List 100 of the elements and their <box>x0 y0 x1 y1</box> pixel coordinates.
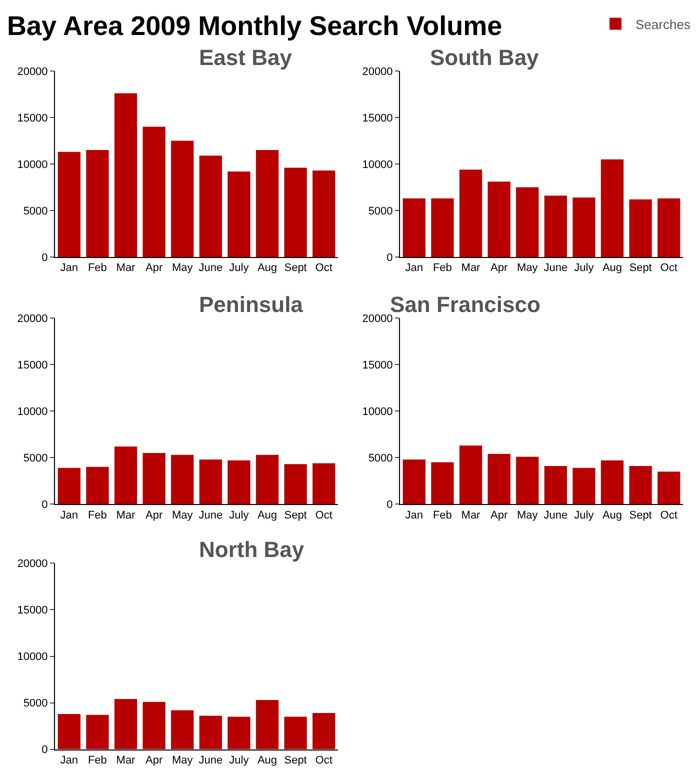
bar <box>572 468 596 504</box>
x-tick-label: Sept <box>629 509 652 522</box>
bar <box>199 156 222 258</box>
y-tick-label: 20000 <box>362 66 393 78</box>
bar <box>256 454 279 504</box>
y-tick-label: 10000 <box>17 406 48 418</box>
bar <box>284 464 307 504</box>
x-tick-label: Jan <box>60 509 78 522</box>
chart-title: East Bay <box>199 45 293 70</box>
x-tick-label: Feb <box>88 509 107 522</box>
bar <box>58 714 80 750</box>
y-tick-label: 10000 <box>362 406 393 418</box>
bar <box>600 159 624 258</box>
bar <box>459 446 482 504</box>
bar <box>142 702 166 750</box>
x-tick-label: July <box>229 509 250 522</box>
text: Bay Area 2009 Monthly Search Volume <box>7 11 502 41</box>
bar <box>516 187 539 258</box>
x-tick-label: May <box>516 262 538 274</box>
x-tick-label: Oct <box>660 509 678 522</box>
bar <box>171 454 194 504</box>
bar <box>114 446 138 504</box>
bar <box>114 699 138 750</box>
x-tick-label: July <box>229 262 250 274</box>
y-tick-label: 10000 <box>17 158 48 171</box>
bar <box>312 463 336 504</box>
bar <box>431 462 454 504</box>
y-tick-label: 5000 <box>23 205 48 218</box>
x-tick-label: Mar <box>116 509 136 522</box>
y-tick-label: 5000 <box>368 452 393 464</box>
x-tick-label: Aug <box>257 262 278 274</box>
bar <box>114 93 138 258</box>
x-tick-label: Feb <box>88 754 107 766</box>
x-tick-label: Aug <box>257 509 278 522</box>
bar <box>142 452 166 504</box>
y-tick-label: 10000 <box>362 158 393 171</box>
bar <box>459 170 482 258</box>
bar <box>544 196 567 258</box>
bar <box>228 171 250 258</box>
y-tick-label: 15000 <box>17 112 48 124</box>
x-tick-label: June <box>198 509 223 522</box>
bar <box>488 182 510 258</box>
bar <box>228 460 250 504</box>
y-tick-label: 15000 <box>362 359 393 372</box>
bar <box>86 466 109 504</box>
x-tick-label: Sept <box>284 262 307 274</box>
x-tick-label: Oct <box>315 509 332 522</box>
bar <box>658 472 680 504</box>
x-tick-label: Mar <box>116 262 136 274</box>
x-tick-label: June <box>198 754 223 766</box>
y-tick-label: 5000 <box>368 205 393 218</box>
y-tick-label: 20000 <box>17 66 48 78</box>
bar <box>629 466 652 504</box>
x-tick-label: Feb <box>432 262 452 274</box>
bar <box>572 197 596 258</box>
bar <box>600 460 624 504</box>
y-tick-label: 5000 <box>23 698 48 710</box>
x-tick-label: Mar <box>461 262 481 274</box>
x-tick-label: Apr <box>145 262 163 274</box>
x-tick-label: July <box>574 262 594 274</box>
bar <box>284 168 307 258</box>
x-tick-label: May <box>172 509 194 522</box>
y-tick-label: 0 <box>42 252 48 264</box>
chart-title: North Bay <box>199 537 305 562</box>
y-tick-label: 0 <box>386 252 393 264</box>
y-tick-label: 10000 <box>17 651 48 664</box>
x-tick-label: May <box>516 509 538 522</box>
bar <box>199 459 222 504</box>
x-tick-label: Mar <box>461 509 481 522</box>
bar <box>86 714 109 750</box>
x-tick-label: Oct <box>315 754 332 766</box>
bar <box>228 716 250 750</box>
bar <box>402 198 426 258</box>
x-tick-label: Jan <box>60 754 78 766</box>
x-tick-label: Apr <box>145 509 163 522</box>
bar <box>402 459 426 504</box>
bar <box>312 170 336 258</box>
bar <box>171 710 194 750</box>
x-tick-label: May <box>172 262 194 274</box>
y-tick-label: 15000 <box>17 359 48 372</box>
x-tick-label: Feb <box>432 509 452 522</box>
x-tick-label: Feb <box>88 262 107 274</box>
x-tick-label: Apr <box>490 509 508 522</box>
x-tick-label: Oct <box>660 262 678 274</box>
legend-label: Searches <box>636 16 691 32</box>
x-tick-label: Sept <box>284 509 307 522</box>
x-tick-label: July <box>574 509 594 522</box>
x-tick-label: June <box>544 509 568 522</box>
bar <box>516 456 539 504</box>
y-tick-label: 5000 <box>23 452 48 464</box>
y-tick-label: 0 <box>386 498 393 511</box>
y-tick-label: 20000 <box>17 312 48 325</box>
y-tick-label: 0 <box>42 498 48 511</box>
bar <box>58 152 80 258</box>
chart-title: Peninsula <box>199 292 304 317</box>
x-tick-label: May <box>172 754 194 766</box>
y-tick-label: 15000 <box>17 604 48 617</box>
bar <box>256 700 279 750</box>
bar <box>142 126 166 258</box>
y-tick-label: 20000 <box>17 558 48 570</box>
